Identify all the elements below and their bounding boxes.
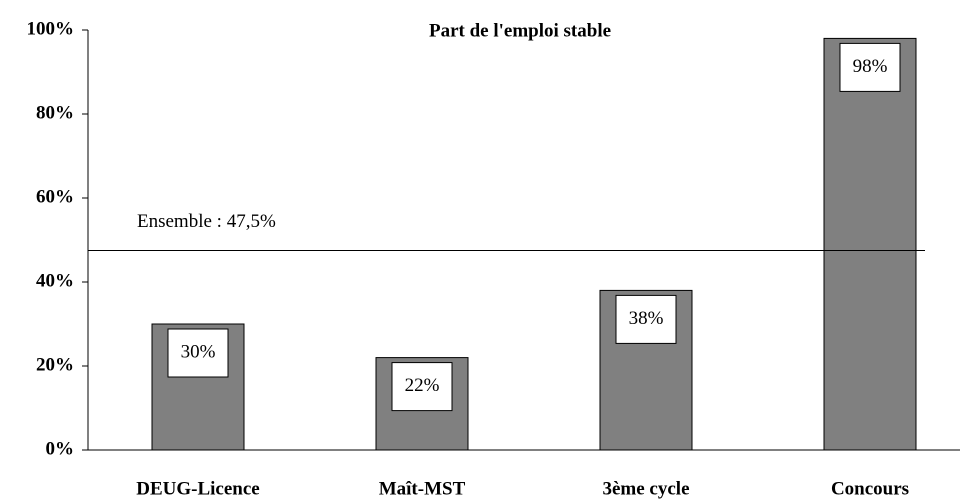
x-tick-label: Concours — [831, 478, 909, 499]
bar — [823, 37, 917, 451]
reference-label: Ensemble : 47,5% — [137, 211, 276, 232]
x-tick-label: DEUG-Licence — [136, 478, 259, 499]
value-label-box — [167, 328, 229, 378]
y-tick-label: 20% — [36, 354, 74, 375]
y-tick-label: 0% — [46, 438, 75, 459]
y-tick-label: 100% — [27, 18, 75, 39]
y-tick-label: 60% — [36, 186, 74, 207]
chart-title: Part de l'emploi stable — [429, 20, 611, 41]
y-tick-label: 40% — [36, 270, 74, 291]
value-label: 30% — [181, 341, 216, 362]
value-label-box — [391, 362, 453, 412]
value-label-box — [839, 42, 901, 92]
y-tick-label: 80% — [36, 102, 74, 123]
value-label: 22% — [405, 375, 440, 396]
x-tick-label: 3ème cycle — [602, 478, 689, 499]
value-label: 98% — [853, 56, 888, 77]
x-tick-label: Maît-MST — [379, 478, 466, 499]
value-label: 38% — [629, 308, 664, 329]
value-label-box — [615, 294, 677, 344]
